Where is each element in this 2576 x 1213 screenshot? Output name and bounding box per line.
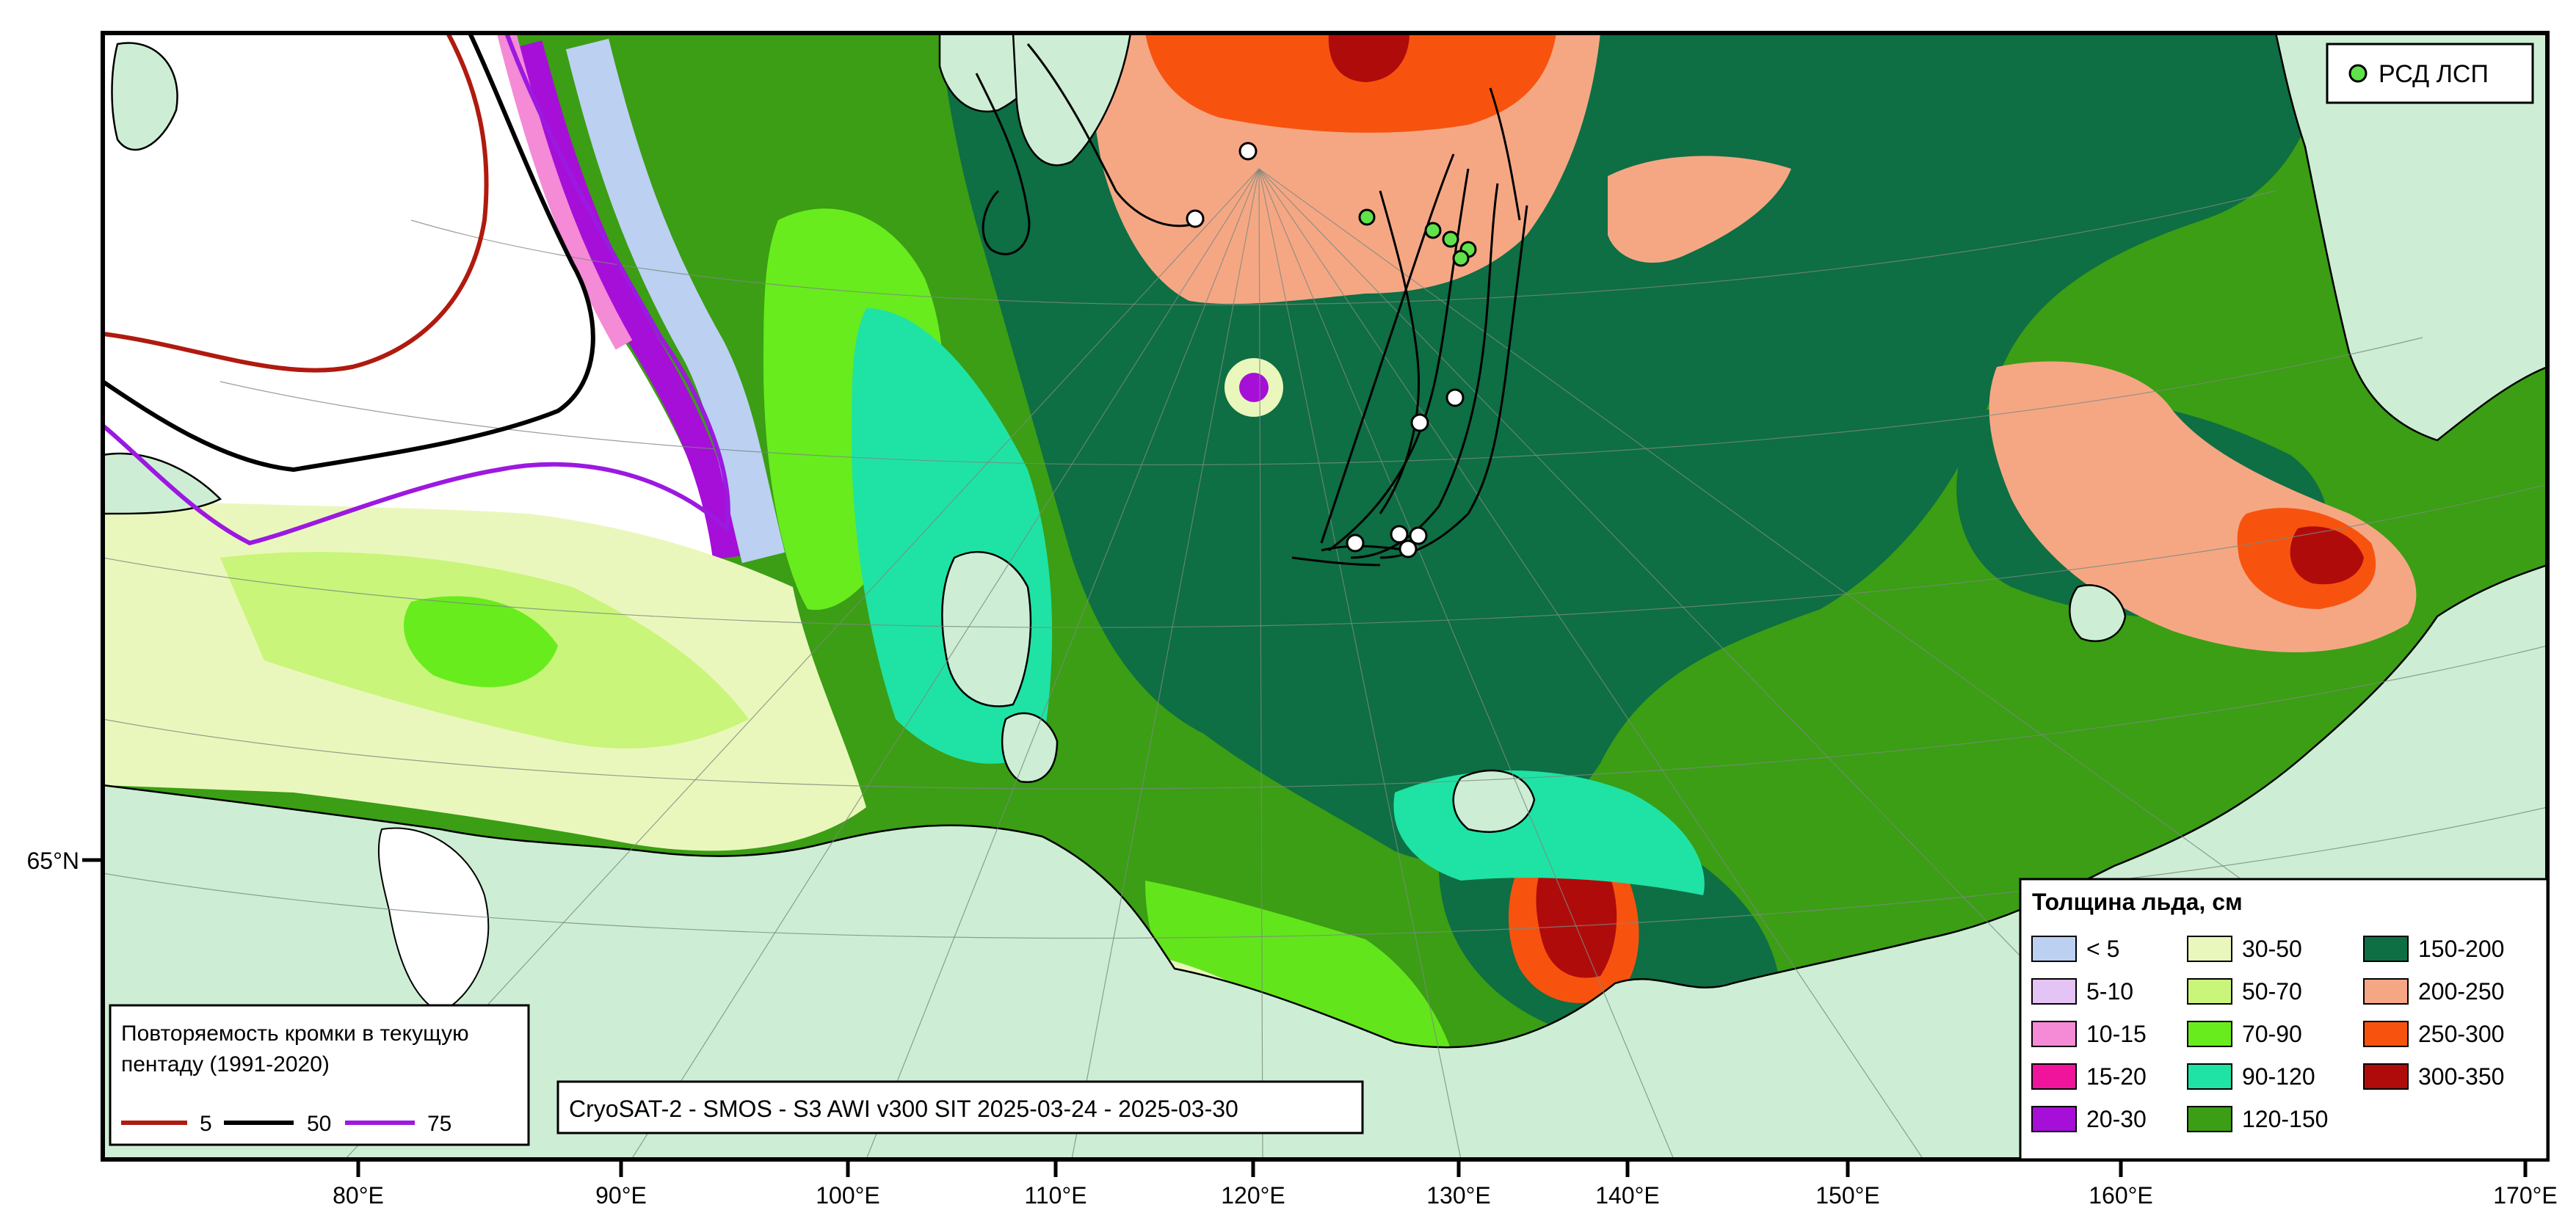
product-label-box: CryoSAT-2 - SMOS - S3 AWI v300 SIT 2025-…: [556, 1080, 1364, 1134]
recurrence-legend-title: пентаду (1991-2020): [121, 1052, 330, 1077]
thickness-label: 300-350: [2418, 1063, 2504, 1090]
station-white: [1186, 209, 1205, 228]
longitude-tick-label: 90°E: [595, 1182, 647, 1209]
longitude-tick-label: 110°E: [1024, 1182, 1086, 1209]
thickness-swatch: [2187, 978, 2232, 1005]
polynya-core: [1239, 373, 1269, 402]
land-svalbard: [111, 42, 178, 151]
thickness-swatch: [2031, 936, 2077, 962]
station-green: [1442, 230, 1459, 248]
longitude-axis: 80°E 90°E 100°E 110°E 120°E 130°E 140°E …: [333, 1159, 2558, 1209]
latitude-tick-label: 65°N: [27, 848, 80, 874]
recurrence-legend-label: 50: [307, 1112, 331, 1136]
longitude-tick-label: 170°E: [2493, 1182, 2558, 1209]
station-green: [1424, 222, 1442, 239]
open-water-area: [103, 33, 719, 558]
zone-300-350-east: [2290, 526, 2364, 585]
zone-200-250-northeast: [1608, 156, 1791, 263]
zone-250-300-pole: [1145, 33, 1556, 133]
longitude-tick-label: 160°E: [2089, 1182, 2153, 1209]
recurrence-line-50: [103, 33, 595, 473]
recurrence-legend-title: Повторяемость кромки в текущую: [121, 1021, 469, 1046]
map-area: [103, 33, 2547, 1159]
recurrence-lines: [103, 33, 730, 546]
ice-band-magenta: [497, 33, 633, 350]
station-white: [1410, 413, 1429, 432]
thickness-label: 30-50: [2242, 936, 2302, 962]
recurrence-legend-label: 75: [427, 1112, 451, 1136]
recurrence-line-75: [103, 33, 730, 546]
station-green: [1452, 249, 1470, 267]
thickness-label: 70-90: [2242, 1021, 2302, 1047]
land-taymyr: [941, 550, 1032, 707]
graticule: [103, 168, 2547, 1159]
land-new-siberian: [1452, 769, 1536, 833]
thickness-legend: Толщина льда, см < 5 5-10 10-15 15-20 20…: [2019, 878, 2549, 1161]
product-label: CryoSAT-2 - SMOS - S3 AWI v300 SIT 2025-…: [569, 1096, 1238, 1122]
longitude-tick-label: 120°E: [1221, 1182, 1285, 1209]
thickness-swatch: [2187, 1063, 2232, 1090]
thickness-label: 15-20: [2086, 1063, 2147, 1090]
recurrence-legend-label: 5: [200, 1112, 212, 1136]
stations-legend-label: РСД ЛСП: [2379, 60, 2489, 88]
thickness-label: 5-10: [2086, 978, 2133, 1005]
recurrence-line-5: [103, 33, 489, 373]
station-green: [1358, 208, 1376, 226]
thickness-swatch: [2031, 1063, 2077, 1090]
thickness-swatch: [2363, 1021, 2409, 1047]
station-white: [1409, 526, 1428, 545]
thickness-label: 20-30: [2086, 1106, 2147, 1132]
thickness-swatch: [2031, 978, 2077, 1005]
thickness-swatch: [2363, 1063, 2409, 1090]
zone-300-350-pole: [1328, 33, 1409, 82]
ice-band-lavender: [565, 38, 786, 564]
thickness-label: 90-120: [2242, 1063, 2315, 1090]
recurrence-legend: Повторяемость кромки в текущую пентаду (…: [109, 1004, 530, 1146]
latitude-axis: 65°N: [27, 848, 103, 874]
thickness-swatch: [2031, 1021, 2077, 1047]
thickness-label: 10-15: [2086, 1021, 2147, 1047]
zone-300-350-south: [1536, 853, 1617, 978]
station-white: [1390, 525, 1409, 544]
land-franz-josef: [103, 452, 222, 515]
stations-legend-marker: [2348, 64, 2368, 83]
land-siberia: [103, 564, 2547, 1159]
stations: [1186, 142, 1477, 558]
zone-70-90-west2: [404, 596, 558, 688]
land-ellesmere: [1012, 33, 1132, 167]
thickness-label: 250-300: [2418, 1021, 2504, 1047]
thickness-swatch: [2187, 936, 2232, 962]
thickness-label: 150-200: [2418, 936, 2504, 962]
thickness-label: 50-70: [2242, 978, 2302, 1005]
thickness-label: 120-150: [2242, 1106, 2328, 1132]
longitude-tick-label: 140°E: [1595, 1182, 1660, 1209]
station-white: [1238, 142, 1258, 161]
longitude-tick-label: 80°E: [333, 1182, 384, 1209]
land-alaska: [2274, 33, 2547, 442]
station-white: [1346, 533, 1365, 553]
thickness-legend-title: Толщина льда, см: [2032, 889, 2243, 915]
stations-legend: РСД ЛСП: [2326, 43, 2534, 104]
station-white: [1445, 388, 1465, 407]
thickness-swatch: [2363, 978, 2409, 1005]
thickness-label: 200-250: [2418, 978, 2504, 1005]
thickness-swatch: [2187, 1021, 2232, 1047]
ice-band-purple: [515, 40, 741, 560]
land-wrangel: [2069, 584, 2127, 642]
longitude-tick-label: 150°E: [1815, 1182, 1880, 1209]
station-white: [1398, 539, 1418, 558]
thickness-swatch: [2031, 1106, 2077, 1132]
thickness-label: < 5: [2086, 936, 2119, 962]
longitude-tick-label: 100°E: [816, 1182, 880, 1209]
thickness-swatch: [2363, 936, 2409, 962]
longitude-tick-label: 130°E: [1426, 1182, 1491, 1209]
map-border: [101, 31, 2550, 1162]
thickness-swatch: [2187, 1106, 2232, 1132]
